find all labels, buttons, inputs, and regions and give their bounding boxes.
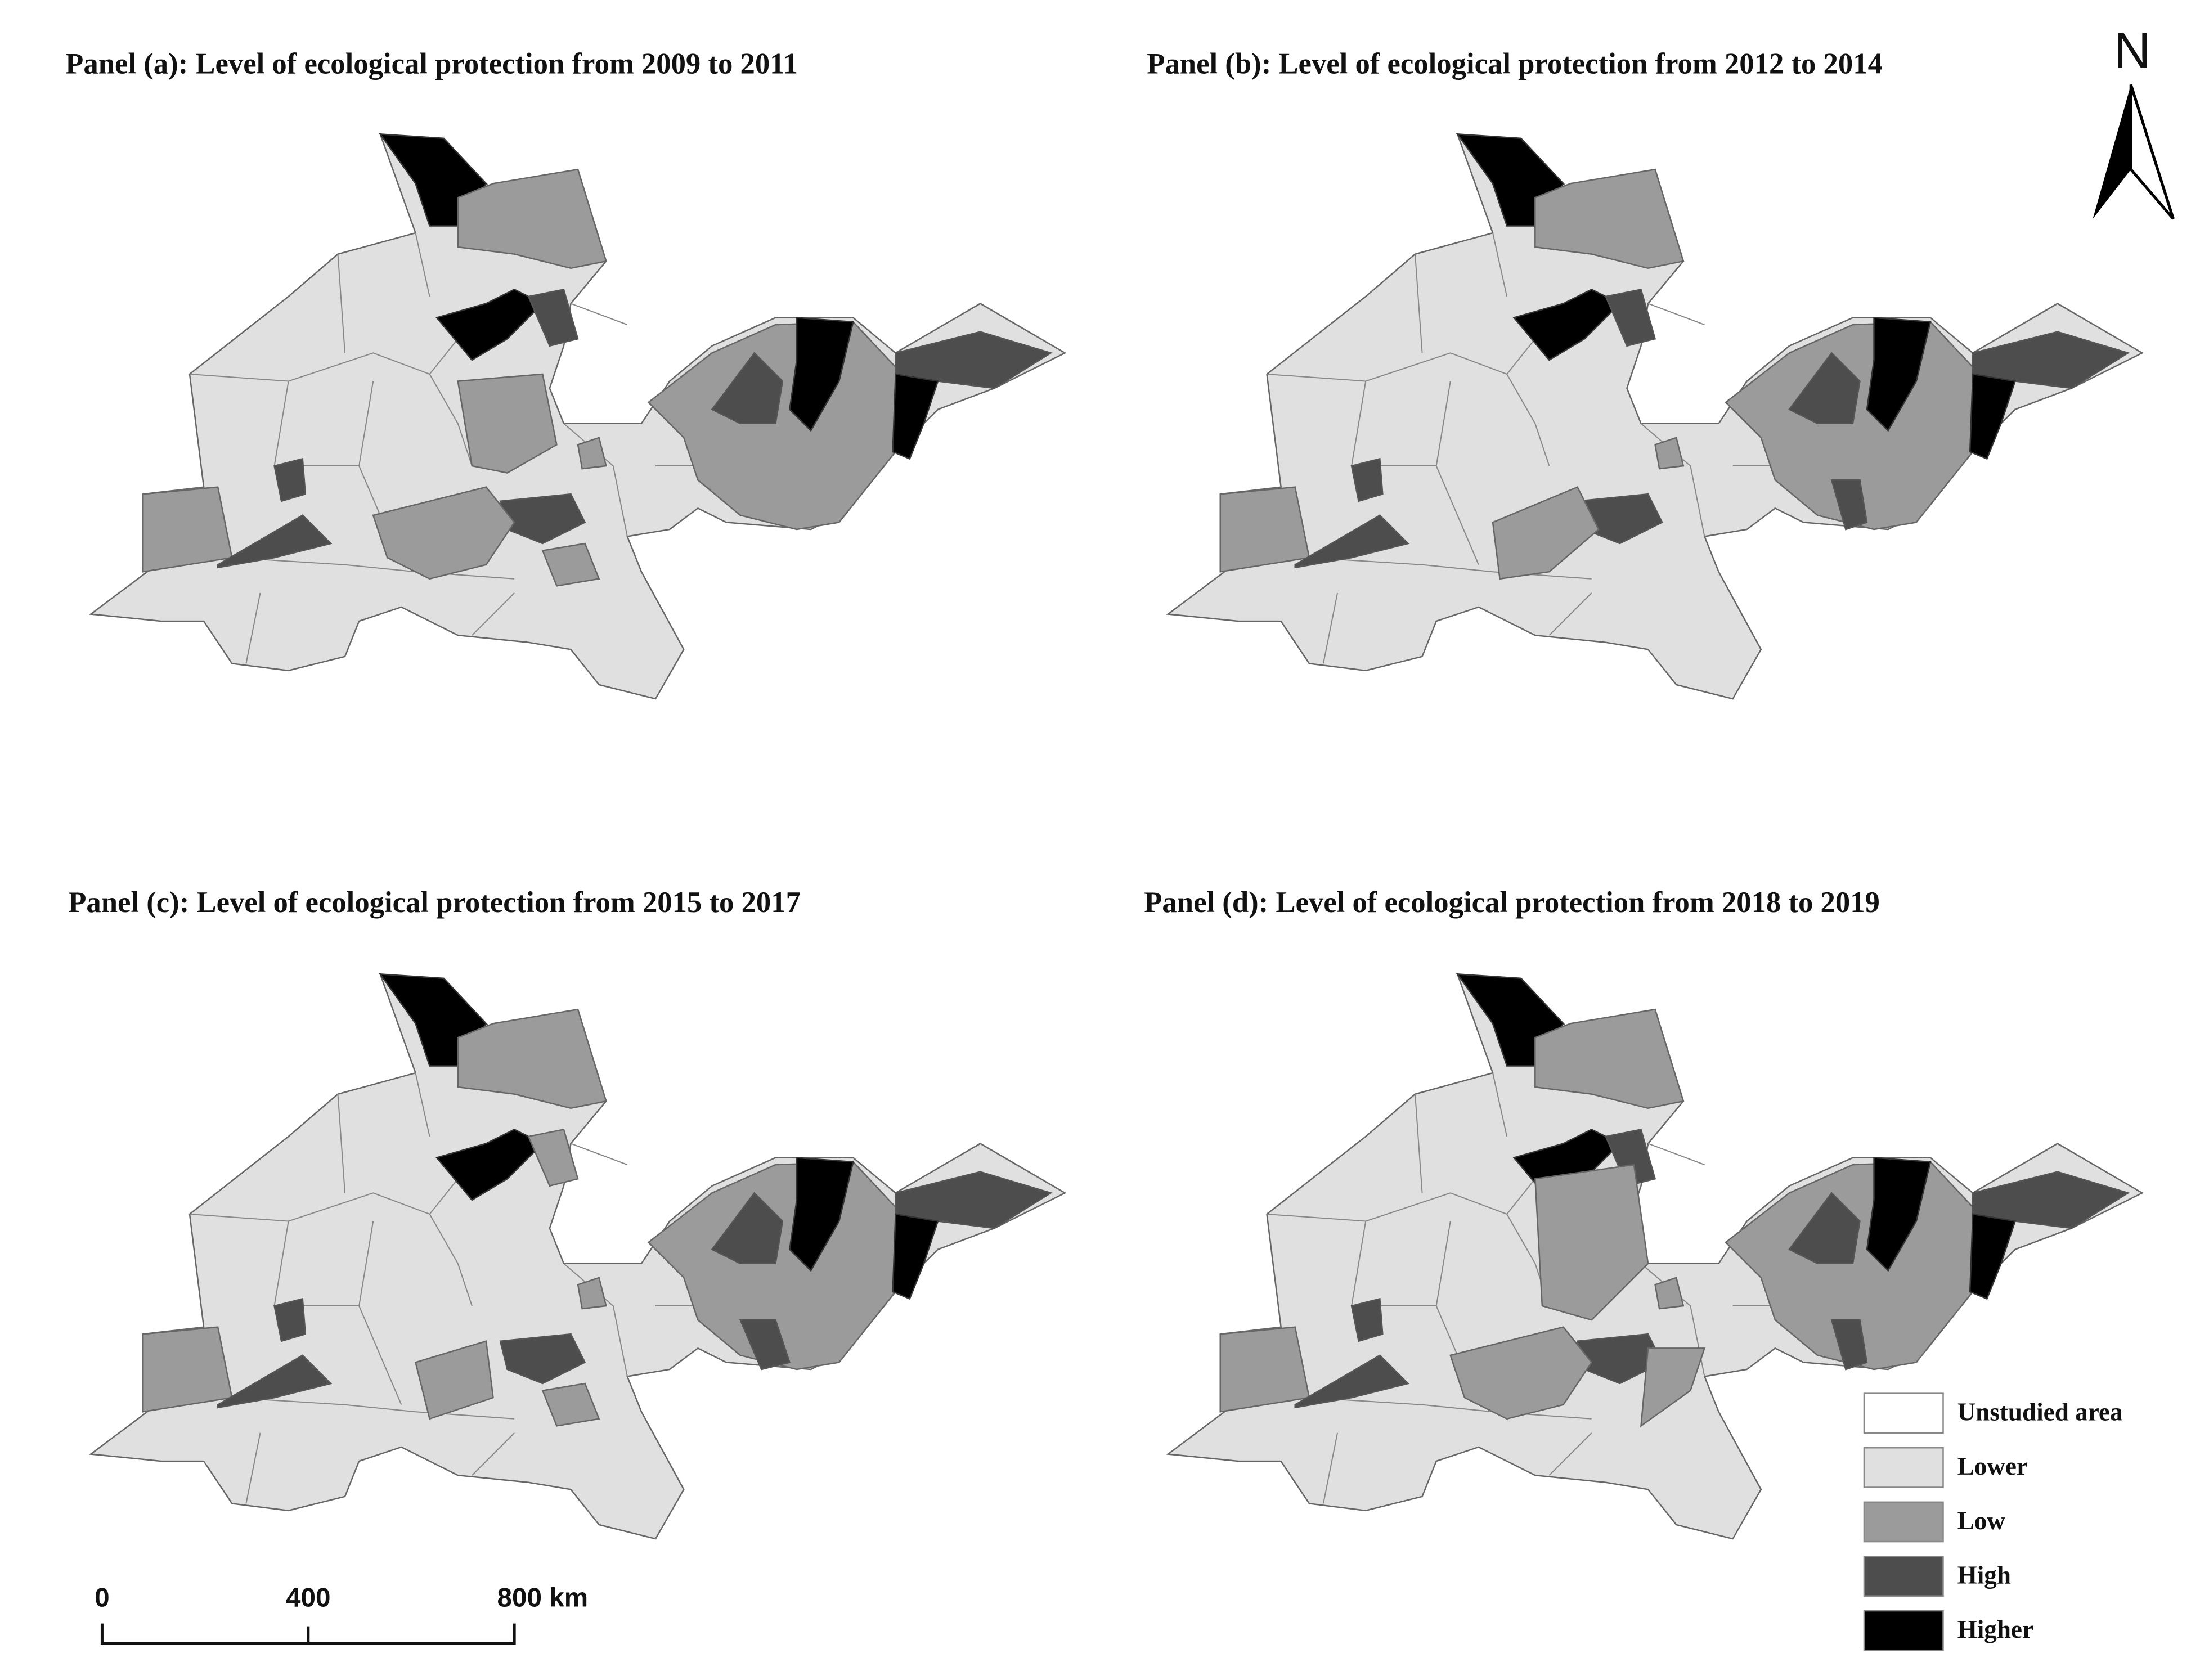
legend-label: High [1957,1561,2011,1589]
legend-label: Higher [1957,1615,2033,1643]
legend-label: Unstudied area [1957,1398,2123,1426]
legend: Unstudied area Lower Low High Higher [1863,1392,2123,1651]
legend-swatch [1863,1610,1944,1651]
panel-title: Panel (c): Level of ecological protectio… [68,886,801,919]
scale-bar: 0 400 800 km [95,1583,589,1645]
map-panel-a [90,133,1066,700]
legend-swatch [1863,1556,1944,1597]
scale-label: 800 km [497,1583,589,1613]
legend-swatch [1863,1392,1944,1434]
panel-title: Panel (a): Level of ecological protectio… [65,47,798,80]
map-panel-d [1167,973,2143,1540]
map-panel-c [90,973,1066,1540]
panel-title: Panel (b): Level of ecological protectio… [1147,47,1883,80]
north-arrow: N [2093,22,2175,220]
scale-label: 0 [95,1583,110,1613]
legend-label: Low [1957,1507,2006,1535]
legend-swatch [1863,1501,1944,1543]
map-panel-b [1167,133,2143,700]
legend-swatch [1863,1447,1944,1488]
north-label: N [2114,22,2150,79]
legend-label: Lower [1957,1452,2028,1480]
panel-title: Panel (d): Level of ecological protectio… [1144,886,1880,919]
scale-label: 400 [286,1583,331,1613]
